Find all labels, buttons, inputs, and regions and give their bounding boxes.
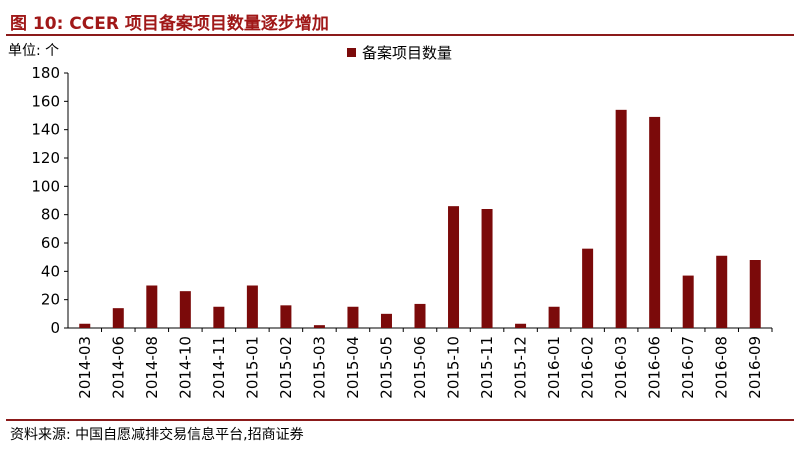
title-bar: 图 10: CCER 项目备案项目数量逐步增加 [6, 6, 794, 36]
x-tick-label: 2014-03 [76, 336, 94, 399]
y-tick-label: 140 [31, 121, 60, 139]
y-tick-label: 40 [41, 262, 60, 280]
y-tick-label: 0 [50, 319, 60, 337]
x-tick-label: 2015-03 [310, 336, 328, 399]
bar [716, 255, 728, 328]
bar [179, 291, 191, 328]
bar [582, 248, 594, 328]
x-tick-label: 2016-03 [612, 336, 630, 399]
x-tick-label: 2015-01 [243, 336, 261, 399]
x-tick-label: 2016-02 [579, 336, 597, 399]
y-tick-label: 100 [31, 177, 60, 195]
legend-label: 备案项目数量 [362, 44, 453, 62]
x-tick-label: 2016-08 [713, 336, 731, 399]
bar-chart: 0 20 40 60 80 100 120 140 160 180 2014-03 2014-06 20… [31, 64, 773, 399]
bar [448, 206, 460, 328]
bar [682, 275, 694, 328]
bar [414, 303, 426, 328]
unit-label: 单位: 个 [8, 43, 60, 59]
bar [112, 308, 124, 328]
x-tick-label: 2015-05 [377, 336, 395, 399]
chart-title: 图 10: CCER 项目备案项目数量逐步增加 [10, 14, 329, 34]
x-tick-label: 2015-12 [512, 336, 530, 399]
x-tick-label: 2016-01 [545, 336, 563, 399]
bar [380, 313, 392, 328]
x-tick-label: 2014-10 [176, 336, 194, 399]
bar [146, 285, 158, 328]
x-tick-label: 2015-06 [411, 336, 429, 399]
legend-swatch [347, 48, 356, 57]
y-tick-label: 160 [31, 92, 60, 110]
bar [347, 306, 359, 328]
source-note: 资料来源: 中国自愿减排交易信息平台,招商证券 [10, 427, 304, 443]
x-tick-label: 2016-09 [746, 336, 764, 399]
bar [79, 323, 91, 328]
y-tick-label: 20 [41, 291, 60, 309]
x-tick-label: 2016-06 [646, 336, 664, 399]
y-tick-label: 80 [41, 206, 60, 224]
bar [649, 116, 661, 329]
bar [280, 305, 292, 328]
y-tick-label: 180 [31, 64, 60, 82]
x-tick-label: 2015-04 [344, 336, 362, 399]
y-tick-label: 120 [31, 149, 60, 167]
bar [615, 109, 627, 328]
x-tick-label: 2014-06 [109, 336, 127, 399]
legend: 备案项目数量 [347, 42, 452, 63]
bar [481, 209, 493, 328]
bar [313, 325, 325, 328]
x-tick-label: 2015-11 [478, 336, 496, 399]
bar [749, 260, 761, 328]
bar [515, 323, 527, 328]
y-tick-label: 60 [41, 234, 60, 252]
footer-rule [6, 419, 794, 421]
x-tick-label: 2015-10 [445, 336, 463, 399]
bar [548, 306, 560, 328]
x-tick-label: 2015-02 [277, 336, 295, 399]
bar [213, 306, 225, 328]
x-tick-label: 2014-11 [210, 336, 228, 399]
x-tick-label: 2016-07 [679, 336, 697, 399]
bar [246, 285, 258, 328]
x-tick-label: 2014-08 [143, 336, 161, 399]
